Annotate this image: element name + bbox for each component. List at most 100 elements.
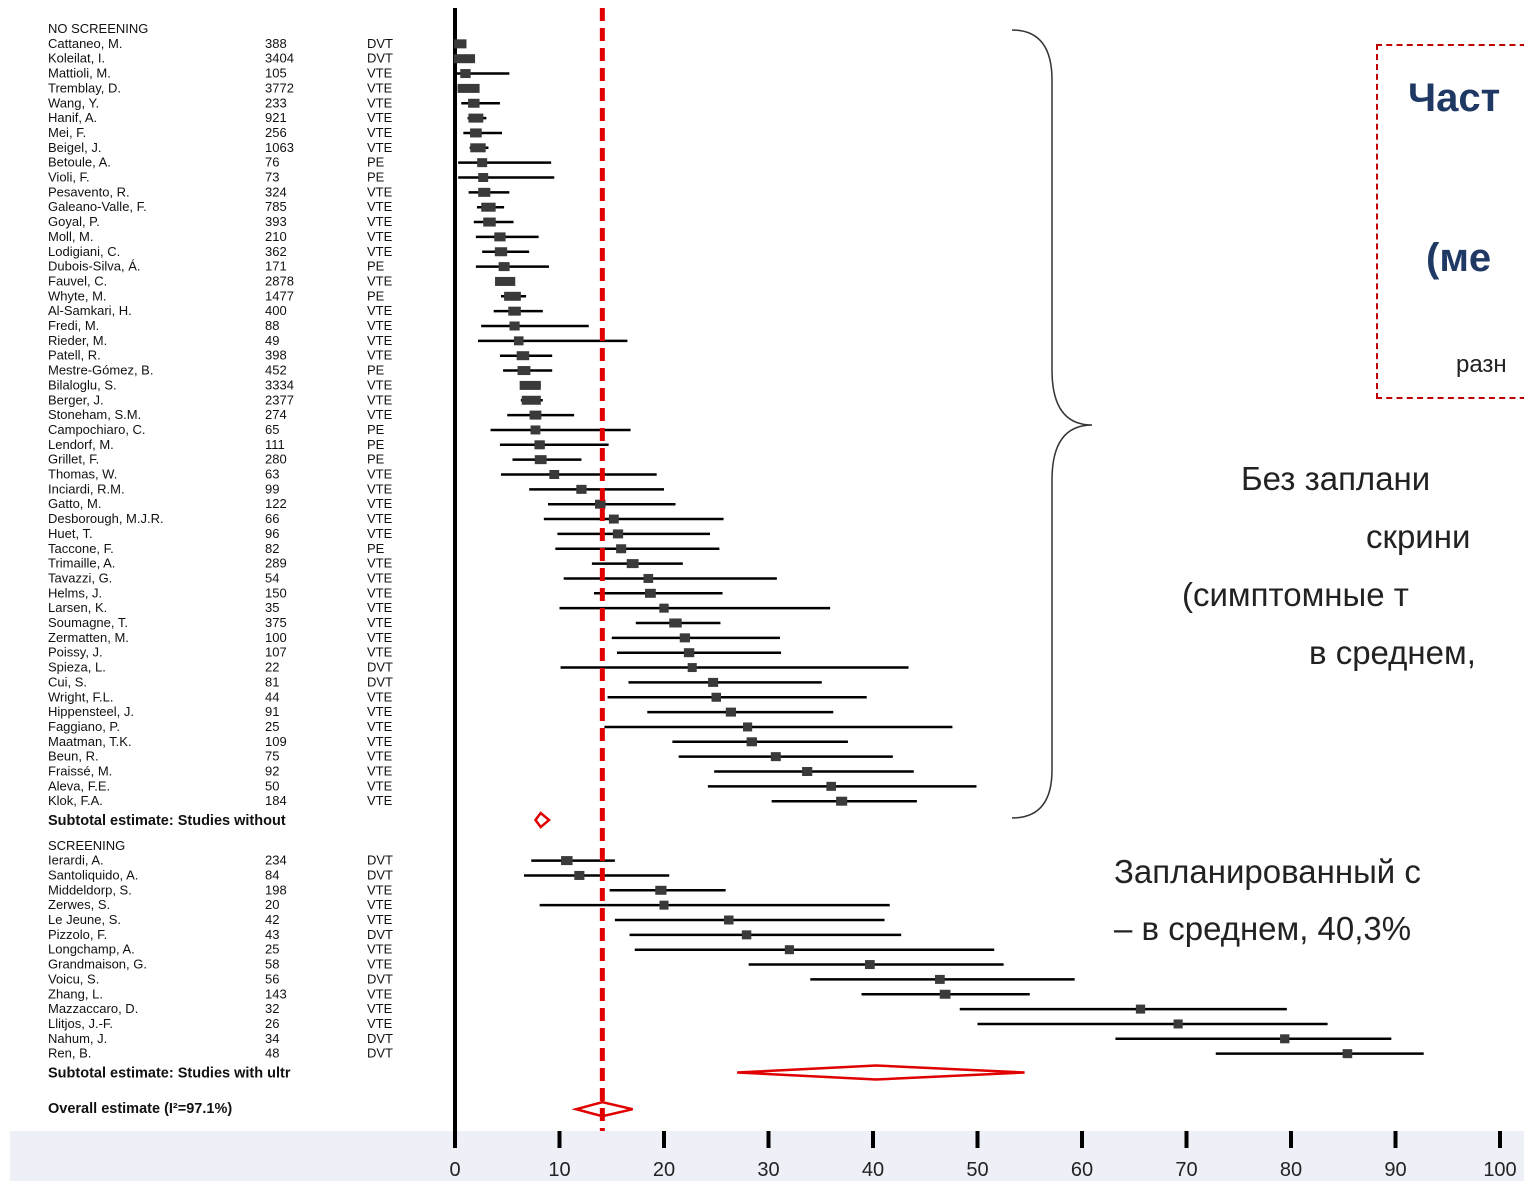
study-name: Hanif, A.	[48, 110, 97, 125]
study-type: VTE	[367, 95, 393, 110]
point-estimate	[836, 796, 848, 806]
study-name: Hippensteel, J.	[48, 704, 134, 719]
study-n: 43	[265, 927, 279, 942]
study-name: Beigel, J.	[48, 140, 101, 155]
study-type: PE	[367, 541, 385, 556]
study-type: VTE	[367, 630, 393, 645]
point-estimate	[494, 232, 506, 242]
study-n: 289	[265, 556, 287, 571]
study-name: Rieder, M.	[48, 333, 107, 348]
point-estimate	[802, 767, 813, 776]
study-type: VTE	[367, 1001, 393, 1016]
summary-title-line1: Част	[1408, 76, 1501, 120]
study-n: 921	[265, 110, 287, 125]
study-name: Pesavento, R.	[48, 184, 130, 199]
point-estimate	[669, 618, 682, 628]
x-tick-label: 100	[1483, 1159, 1516, 1181]
subtotal-label: Subtotal estimate: Studies without	[48, 813, 286, 829]
point-estimate	[517, 366, 531, 376]
point-estimate	[659, 603, 669, 613]
point-estimate	[460, 69, 471, 79]
point-estimate	[478, 187, 491, 197]
study-n: 81	[265, 674, 279, 689]
study-type: VTE	[367, 273, 393, 288]
study-name: Galeano-Valle, F.	[48, 199, 147, 214]
point-estimate	[453, 39, 467, 49]
point-estimate	[784, 945, 794, 955]
study-n: 32	[265, 1001, 279, 1016]
point-estimate	[1173, 1019, 1183, 1029]
study-n: 99	[265, 481, 279, 496]
study-name: Patell, R.	[48, 348, 101, 363]
study-type: VTE	[367, 333, 393, 348]
study-n: 398	[265, 348, 287, 363]
study-n: 393	[265, 214, 287, 229]
point-estimate	[574, 870, 585, 880]
point-estimate	[939, 989, 951, 999]
study-type: PE	[367, 452, 385, 467]
point-estimate	[519, 380, 541, 390]
point-estimate	[495, 276, 516, 286]
study-n: 324	[265, 184, 287, 199]
point-estimate	[708, 677, 719, 687]
no-screening-note-2: скрини	[1366, 518, 1471, 555]
point-estimate	[470, 128, 482, 138]
study-type: VTE	[367, 749, 393, 764]
study-name: Faggiano, P.	[48, 719, 120, 734]
study-n: 82	[265, 541, 279, 556]
study-type: VTE	[367, 912, 393, 927]
study-type: VTE	[367, 303, 393, 318]
point-estimate	[659, 900, 669, 910]
point-estimate	[549, 470, 560, 479]
study-name: Moll, M.	[48, 229, 94, 244]
study-type: VTE	[367, 942, 393, 957]
point-estimate	[561, 856, 573, 866]
study-name: Le Jeune, S.	[48, 912, 121, 927]
point-estimate	[679, 633, 691, 643]
study-n: 210	[265, 229, 287, 244]
study-name: Zermatten, M.	[48, 630, 129, 645]
study-n: 3772	[265, 80, 294, 95]
study-name: Fredi, M.	[48, 318, 99, 333]
no-screening-note-4: в среднем,	[1309, 634, 1476, 671]
study-n: 92	[265, 764, 279, 779]
study-type: PE	[367, 170, 385, 185]
subtotal-label: Subtotal estimate: Studies with ultr	[48, 1066, 291, 1082]
study-name: Mattioli, M.	[48, 66, 111, 81]
study-name: Trimaille, A.	[48, 556, 115, 571]
point-estimate	[743, 722, 753, 732]
study-type: VTE	[367, 600, 393, 615]
study-type: PE	[367, 259, 385, 274]
point-estimate	[687, 663, 697, 673]
point-estimate	[746, 737, 757, 747]
study-type: VTE	[367, 570, 393, 585]
study-type: VTE	[367, 318, 393, 333]
x-tick-label: 90	[1384, 1159, 1406, 1181]
study-n: 234	[265, 853, 287, 868]
study-type: VTE	[367, 229, 393, 244]
point-estimate	[470, 143, 486, 153]
point-estimate	[741, 930, 752, 940]
study-n: 184	[265, 793, 287, 808]
point-estimate	[1342, 1049, 1353, 1059]
study-type: VTE	[367, 348, 393, 363]
subtotal-diamond	[737, 1064, 1025, 1081]
x-tick-label: 20	[653, 1159, 675, 1181]
point-estimate	[935, 974, 945, 984]
study-n: 42	[265, 912, 279, 927]
group-header: SCREENING	[48, 838, 125, 853]
study-type: VTE	[367, 481, 393, 496]
point-estimate	[534, 455, 547, 465]
study-type: DVT	[367, 660, 393, 675]
study-n: 2377	[265, 392, 294, 407]
study-n: 109	[265, 734, 287, 749]
study-name: Taccone, F.	[48, 541, 114, 556]
study-n: 20	[265, 897, 279, 912]
study-type: VTE	[367, 986, 393, 1001]
study-n: 56	[265, 971, 279, 986]
point-estimate	[1135, 1004, 1146, 1014]
point-estimate	[576, 484, 587, 494]
study-n: 49	[265, 333, 279, 348]
study-name: Beun, R.	[48, 749, 99, 764]
